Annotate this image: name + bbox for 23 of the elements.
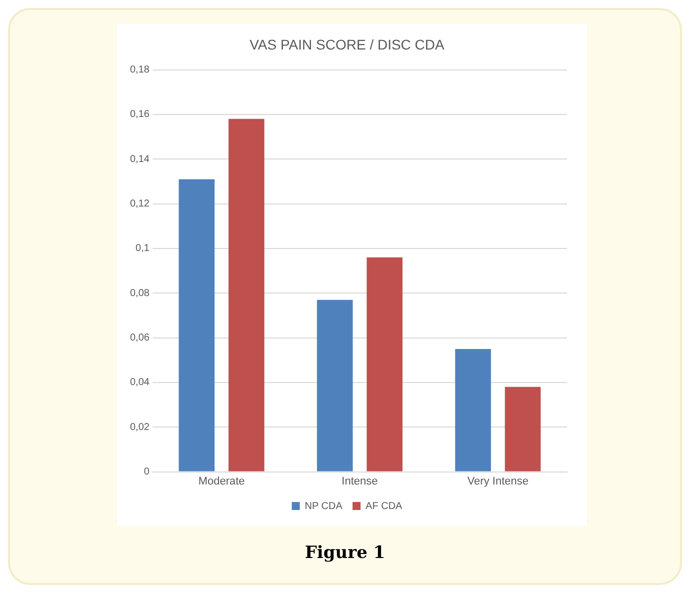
bar <box>316 300 353 472</box>
bar <box>228 118 264 472</box>
y-tick-label: 0,02 <box>130 422 150 433</box>
y-tick-label: 0 <box>144 466 150 478</box>
y-tick-label: 0,1 <box>136 243 150 254</box>
y-tick-label: 0,14 <box>130 154 150 165</box>
legend-label: AF CDA <box>366 500 403 512</box>
y-tick-label: 0,08 <box>130 288 150 299</box>
y-tick-label: 0,04 <box>130 377 150 388</box>
bar <box>455 348 491 472</box>
y-tick-label: 0,06 <box>130 332 150 344</box>
x-tick-label: Intense <box>342 475 378 488</box>
x-tick-label: Very Intense <box>467 475 528 488</box>
bar <box>366 257 403 472</box>
y-tick-label: 0,18 <box>130 64 150 76</box>
y-tick-label: 0,16 <box>130 109 150 120</box>
bar <box>178 179 215 472</box>
y-tick-label: 0,12 <box>130 198 150 210</box>
bar <box>504 386 541 472</box>
legend-label: NP CDA <box>304 500 343 512</box>
caption: Figure 1 <box>304 543 386 563</box>
chart-title: VAS PAIN SCORE / DISC CDA <box>250 36 446 52</box>
x-tick-label: Moderate <box>198 475 245 488</box>
